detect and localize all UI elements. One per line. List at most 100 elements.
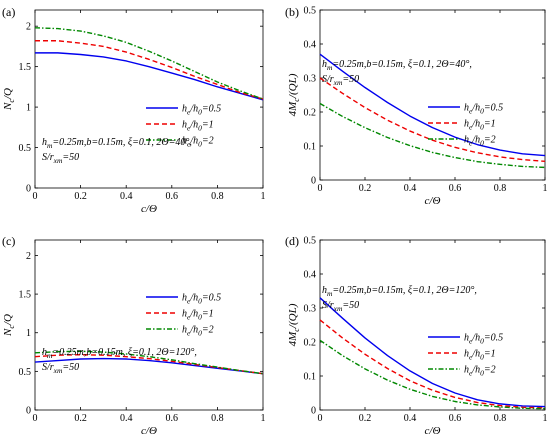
parameter-annotation: S/rxm=50: [322, 300, 359, 313]
panel-2: 0 0.2 0.4 0.6 0.8 1 0 0.1 0.2 0.3 0.4 0.5 (b) c/Θ 4Mc/…: [285, 5, 548, 207]
plot-area: [34, 9, 264, 189]
series-line-2: [35, 40, 264, 100]
y-tick-label: 1: [26, 103, 31, 114]
x-tick-label: 0.2: [359, 183, 372, 194]
x-tick-label: 1: [543, 183, 548, 194]
plot-area: [319, 9, 546, 181]
legend-label: he/h0=1: [182, 120, 214, 133]
y-tick-label: 0.5: [19, 367, 32, 378]
y-tick-label: 0: [26, 406, 31, 417]
parameter-annotation: S/rxm=50: [42, 362, 79, 375]
y-axis-label: Nc/Q: [2, 314, 16, 337]
x-tick-label: 0.4: [120, 413, 133, 424]
x-tick-label: 0.6: [449, 413, 462, 424]
y-tick-label: 0.5: [19, 143, 32, 154]
x-tick-label: 0.4: [404, 183, 417, 194]
legend-label: he/h0=0.5: [182, 293, 221, 306]
legend-label: he/h0=2: [464, 365, 496, 378]
x-tick-label: 0.6: [166, 413, 179, 424]
series-line-1: [319, 297, 546, 408]
series-line-1: [35, 52, 264, 101]
parameter-annotation: hm=0.25m,b=0.15m, ξ=0.1, 2Θ=120°,: [42, 347, 197, 360]
x-tick-label: 0.4: [404, 413, 417, 424]
x-tick-label: 0: [33, 191, 38, 202]
series-line-2: [319, 77, 546, 162]
y-tick-label: 0.1: [304, 372, 317, 383]
panel-letter: (a): [2, 5, 15, 19]
legend: he/h0=0.5 he/h0=1 he/h0=2: [146, 104, 221, 149]
x-tick-label: 0.2: [74, 191, 87, 202]
parameter-annotation: S/rxm=50: [322, 74, 359, 87]
legend: he/h0=0.5 he/h0=1 he/h0=2: [428, 333, 503, 378]
legend-label: he/h0=1: [182, 309, 214, 322]
series-line-2: [319, 319, 546, 409]
x-axis-label: c/Θ: [425, 195, 441, 207]
y-tick-label: 2: [26, 251, 31, 262]
x-tick-label: 0.4: [120, 191, 133, 202]
x-tick-label: 1: [261, 413, 266, 424]
legend: he/h0=0.5 he/h0=1 he/h0=2: [428, 103, 503, 148]
x-tick-label: 0: [318, 183, 323, 194]
x-tick-label: 0: [318, 413, 323, 424]
x-tick-label: 0.8: [211, 413, 224, 424]
y-tick-label: 0.5: [304, 6, 317, 17]
panel-letter: (b): [285, 5, 299, 19]
x-tick-label: 1: [261, 191, 266, 202]
x-tick-label: 0.2: [359, 413, 372, 424]
y-tick-label: 1: [26, 328, 31, 339]
y-tick-label: 0.4: [304, 40, 317, 51]
panel-4: 0 0.2 0.4 0.6 0.8 1 0 0.1 0.2 0.3 0.4 0.5 (d) c/Θ 4Mc/…: [285, 234, 548, 437]
y-tick-label: 1.5: [19, 290, 32, 301]
y-tick-label: 0.1: [304, 142, 317, 153]
series-line-2: [34, 354, 264, 375]
x-tick-label: 0.8: [494, 413, 507, 424]
legend: he/h0=0.5 he/h0=1 he/h0=2: [146, 293, 221, 338]
x-axis-label: c/Θ: [141, 203, 157, 215]
series-line-3: [34, 27, 264, 100]
y-tick-label: 0.3: [304, 304, 317, 315]
y-axis-label: Nc/Q: [2, 88, 16, 111]
y-axis-label: 4Mc/(QL): [287, 303, 301, 346]
legend-label: he/h0=2: [182, 136, 214, 149]
panel-3: 0 0.2 0.4 0.6 0.8 1 0 0.5 1 1.5 2 (c) c/Θ Nc/Q he/h0=0…: [2, 234, 266, 437]
y-tick-label: 0: [26, 184, 31, 195]
y-tick-label: 0.5: [304, 236, 317, 247]
legend-label: he/h0=0.5: [182, 104, 221, 117]
panel-1: 0 0.2 0.4 0.6 0.8 1 0 0.5 1 1.5 2 (a) c/Θ Nc/Q he/h0=0…: [2, 5, 266, 215]
y-axis-label: 4Mc/(QL): [287, 73, 301, 116]
x-tick-label: 0.8: [494, 183, 507, 194]
parameter-annotation: S/rxm=50: [42, 152, 79, 165]
x-tick-label: 0.8: [211, 191, 224, 202]
parameter-annotation: hm=0.25m,b=0.15m, ξ=0.1, 2Θ=120°,: [322, 285, 477, 298]
legend-label: he/h0=1: [464, 119, 496, 132]
series-line-3: [319, 339, 546, 410]
parameter-annotation: hm=0.25m,b=0.15m, ξ=0.1, 2Θ=40°,: [322, 59, 472, 72]
x-axis-label: c/Θ: [141, 425, 157, 437]
x-axis-label: c/Θ: [425, 425, 441, 437]
x-tick-label: 0.2: [74, 413, 87, 424]
plot-area: [34, 239, 264, 411]
y-tick-label: 0: [311, 406, 316, 417]
y-tick-label: 0.2: [304, 108, 317, 119]
y-tick-label: 2: [26, 22, 31, 33]
y-tick-label: 0.4: [304, 270, 317, 281]
x-tick-label: 0: [33, 413, 38, 424]
series-line-3: [319, 102, 546, 169]
legend-label: he/h0=1: [464, 349, 496, 362]
legend-label: he/h0=2: [464, 135, 496, 148]
legend-label: he/h0=2: [182, 325, 214, 338]
panel-letter: (c): [2, 234, 15, 248]
y-tick-label: 0: [311, 176, 316, 187]
parameter-annotation: hm=0.25m,b=0.15m, ξ=0.1, 2Θ=40°,: [42, 137, 192, 150]
series-line-1: [319, 53, 546, 157]
x-tick-label: 0.6: [449, 183, 462, 194]
legend-label: he/h0=0.5: [464, 103, 503, 116]
plot-area: [319, 239, 546, 411]
x-tick-label: 1: [543, 413, 548, 424]
x-tick-label: 0.6: [166, 191, 179, 202]
y-tick-label: 0.3: [304, 74, 317, 85]
y-tick-label: 1.5: [19, 62, 32, 73]
y-tick-label: 0.2: [304, 338, 317, 349]
legend-label: he/h0=0.5: [464, 333, 503, 346]
